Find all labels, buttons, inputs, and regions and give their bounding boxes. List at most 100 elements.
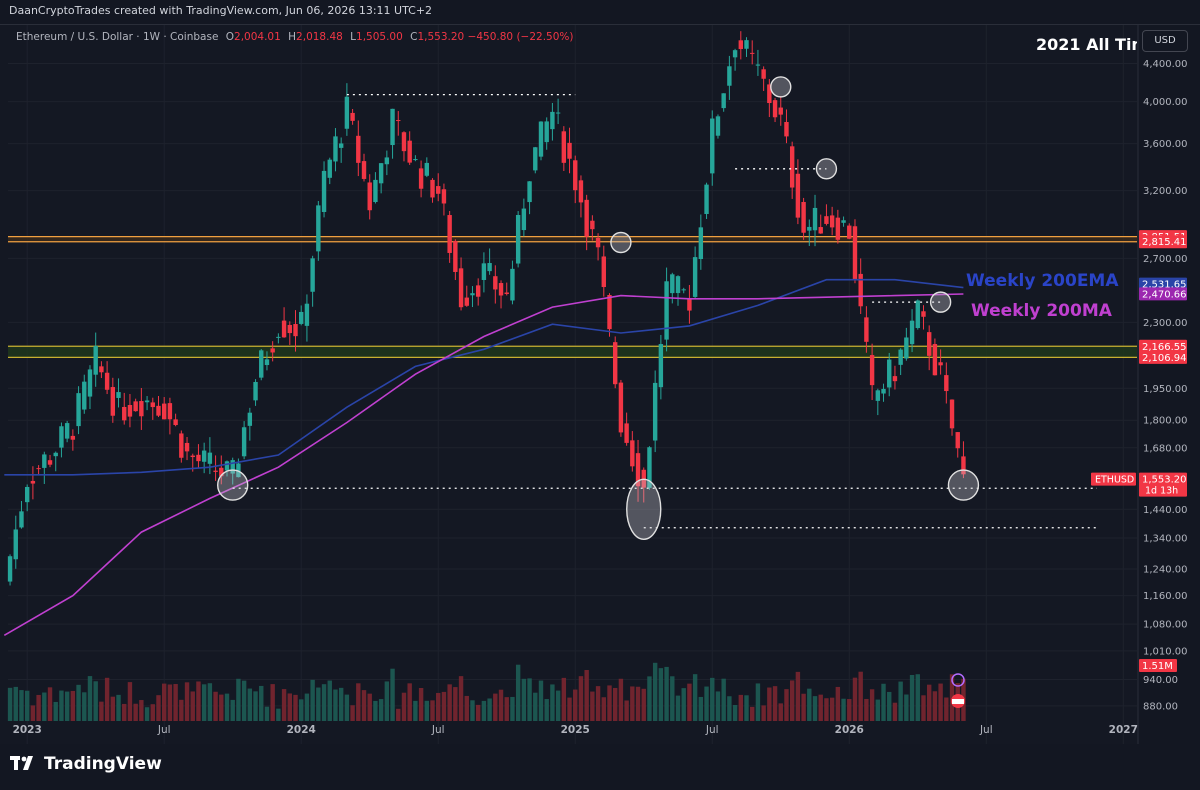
candle-body [390,108,395,146]
candle-body [801,201,806,233]
high-label: H [288,31,297,43]
volume-bar [104,677,110,721]
candle-body [887,359,892,388]
top-bar: DaanCryptoTrades created with TradingVie… [0,0,1200,24]
ma-annotation: Weekly 200MA [971,301,1112,321]
candle-body [219,467,224,477]
volume-bar [82,692,87,721]
volume-bar [578,676,584,721]
volume-bar [139,700,144,721]
price-label-text: 1,553.20 [1142,475,1187,486]
volume-bar [70,690,76,721]
currency-selector[interactable]: USD [1142,30,1188,52]
volume-bar [607,685,612,721]
volume-bar [333,689,338,721]
candle-body [710,118,715,174]
candle-body [555,112,561,114]
candle-body [367,182,372,211]
highlight-circle [770,76,792,98]
volume-bar [304,693,310,721]
candle-body [858,273,863,307]
candle-body [310,258,315,292]
candle-body [493,276,498,290]
volume-bar [510,696,515,721]
volume-bar [630,686,635,721]
volume-bar [396,708,401,721]
volume-bar [550,684,555,721]
price-axis-bg [1138,25,1200,745]
candle-body [230,460,235,474]
candle-body [470,293,475,296]
chart-pane[interactable]: 4,400.00 4,000.00 3,600.00 3,200.00 2,700.00… [0,24,1200,745]
price-tick-label: 1,340.00 [1143,534,1188,545]
candle-body [247,412,253,426]
candle-body [316,205,321,252]
volume-bar [555,690,561,721]
price-label-text: 2,166.55 [1142,342,1187,353]
volume-bar [110,696,116,721]
candle-body [687,298,692,311]
volume-bar [750,706,755,721]
candle-body [327,159,332,178]
candle-body [64,423,70,439]
candle-body [436,186,441,194]
volume-bar [852,677,858,721]
volume-bar [327,680,332,721]
candle-body [624,423,629,443]
volume-bar [173,684,178,721]
volume-bar [156,695,161,721]
candle-body [464,297,469,306]
price-chart-svg[interactable]: 4,400.00 4,000.00 3,600.00 3,200.00 2,700.00… [0,25,1200,745]
volume-bar [179,699,184,721]
candle-body [281,320,287,338]
candle-body [167,403,173,420]
candle-body [635,453,641,487]
price-tick-label: 1,440.00 [1143,505,1188,516]
volume-bar [732,705,738,721]
volume-bar [30,705,36,721]
candle-body [401,132,407,152]
candle-body [795,173,801,218]
volume-bar [869,689,875,721]
time-axis-label: 2026 [835,724,864,736]
volume-bar [470,700,475,721]
volume-bar [652,662,658,721]
candle-body [19,511,24,528]
candle-body [270,348,275,353]
volume-bar [418,687,424,721]
price-tick-label: 4,000.00 [1143,97,1188,108]
volume-bar [458,676,464,721]
candle-body [533,147,538,171]
candle-body [475,285,481,297]
open-value: 2,004.01 [234,31,281,43]
candle-body [944,375,949,392]
volume-bar [42,692,47,721]
candle-body [738,40,743,50]
tradingview-logo[interactable]: TradingView [10,754,162,774]
candle-body [173,419,178,426]
volume-bar [567,697,572,721]
candle-body [47,460,53,465]
price-label-text: 2,815.41 [1142,237,1187,248]
volume-bar [407,683,412,721]
zone-band [8,346,1137,358]
candle-body [213,470,218,472]
volume-bar [436,692,441,721]
volume-bar [887,691,892,721]
volume-bar [310,679,315,721]
candle-body [447,215,452,253]
candle-body [772,100,778,118]
volume-bar [721,678,726,721]
price-tick-label: 2,300.00 [1143,318,1188,329]
volume-bar [778,703,783,721]
candle-body [818,227,823,234]
volume-bar [321,684,327,721]
candle-body [881,388,886,394]
volume-bar [344,694,350,721]
volume-bar [789,680,795,721]
candle-body [750,52,755,54]
candle-body [904,337,909,359]
volume-bar [378,699,384,721]
volume-bar [424,700,430,721]
volume-bar [926,684,932,721]
